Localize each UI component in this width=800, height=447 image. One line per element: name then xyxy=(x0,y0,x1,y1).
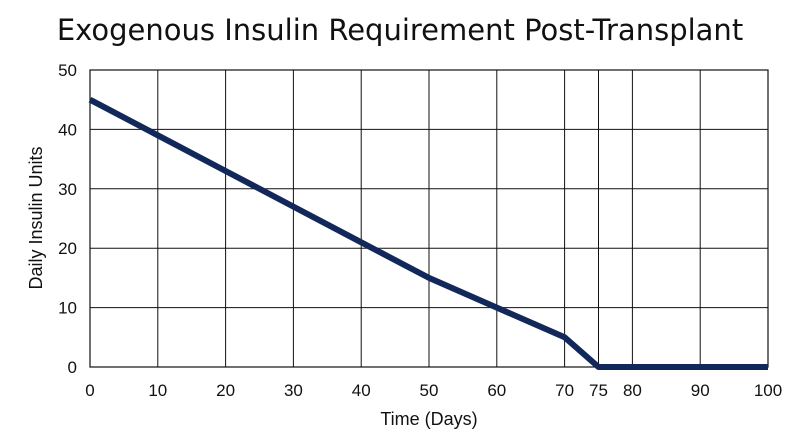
x-tick-label: 0 xyxy=(85,381,94,400)
chart-title: Exogenous Insulin Requirement Post-Trans… xyxy=(56,13,744,47)
x-tick-label: 30 xyxy=(284,381,303,400)
x-tick-label: 50 xyxy=(420,381,439,400)
grid-layer xyxy=(89,69,769,368)
y-tick-label: 10 xyxy=(58,299,77,318)
x-tick-label: 90 xyxy=(691,381,710,400)
x-tick-label: 60 xyxy=(487,381,506,400)
series-line xyxy=(88,97,768,370)
y-tick-label: 0 xyxy=(68,358,77,377)
x-tick-label: 70 xyxy=(555,381,574,400)
x-tick-label: 40 xyxy=(352,381,371,400)
y-tick-label: 20 xyxy=(58,239,77,258)
y-axis-label: Daily Insulin Units xyxy=(26,146,46,289)
x-tick-label: 75 xyxy=(589,381,608,400)
plot-border xyxy=(89,69,769,368)
x-tick-label: 80 xyxy=(623,381,642,400)
x-tick-label: 100 xyxy=(754,381,782,400)
x-tick-label: 10 xyxy=(148,381,167,400)
y-tick-label: 30 xyxy=(58,180,77,199)
series-layer xyxy=(88,97,769,370)
y-tick-label: 40 xyxy=(58,120,77,139)
x-axis-label: Time (Days) xyxy=(380,409,477,429)
tick-layer: 0 10 20 30 40 50 60 70 75 80 90 100 0 10 20 30 40 50 xyxy=(58,61,782,400)
y-tick-label: 50 xyxy=(58,61,77,80)
x-tick-label: 20 xyxy=(216,381,235,400)
